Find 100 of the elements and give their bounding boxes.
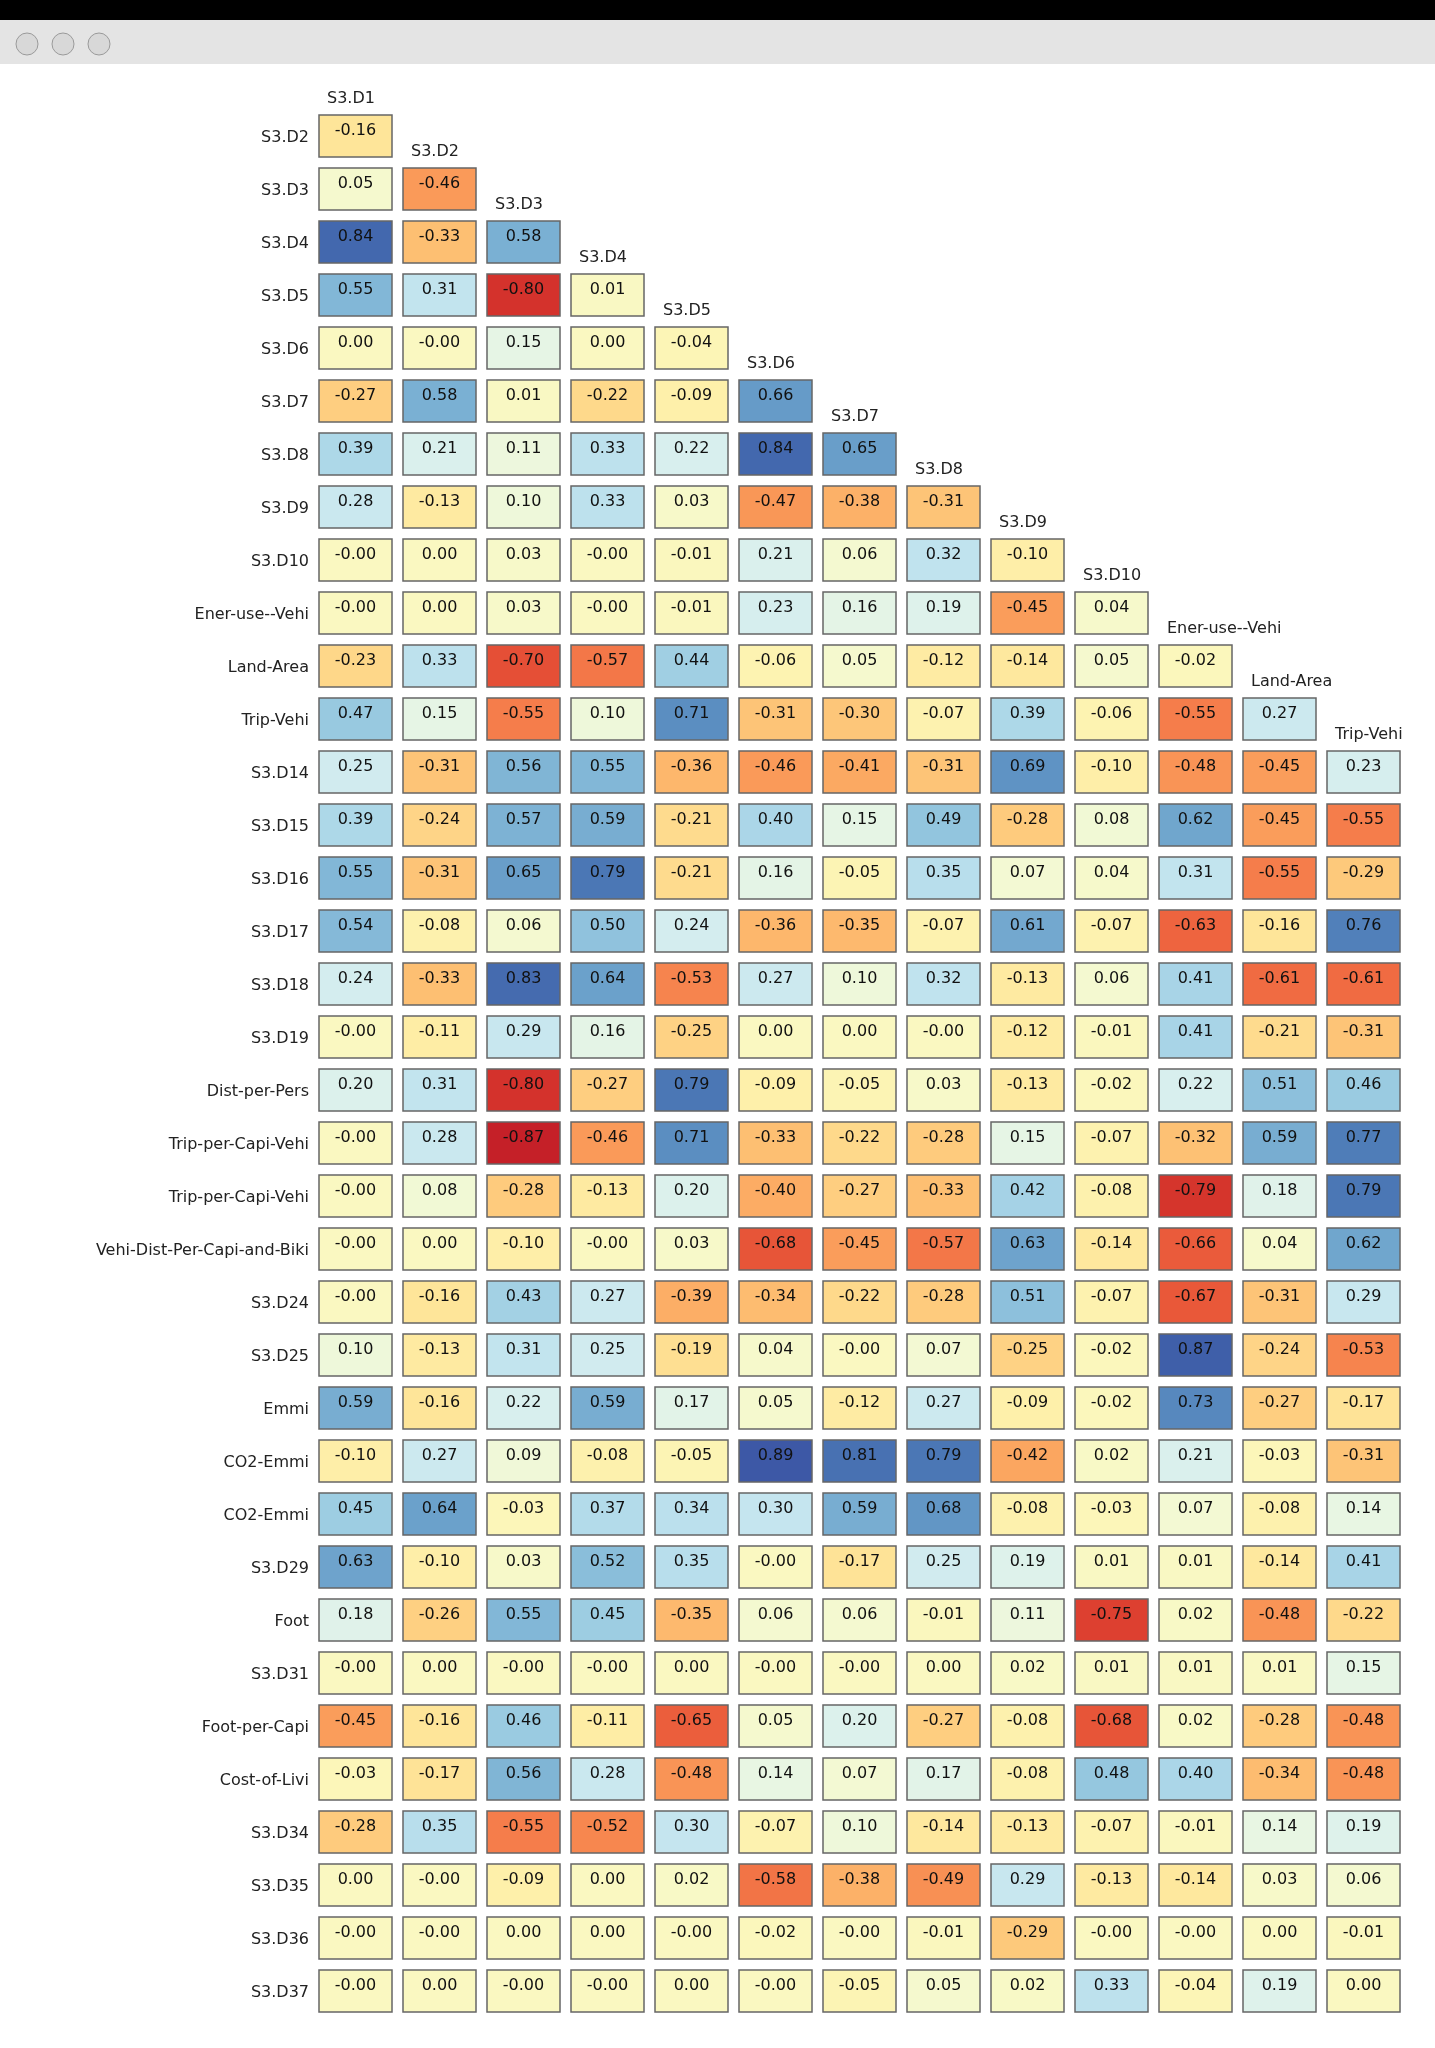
data-label: -0.34 bbox=[754, 1285, 797, 1305]
data-label: -0.27 bbox=[586, 1073, 629, 1093]
data-label: 0.09 bbox=[505, 1444, 542, 1464]
data-label: 0.10 bbox=[505, 490, 542, 510]
data-label: -0.45 bbox=[1006, 596, 1049, 616]
x-tick-label: S3.D1 bbox=[327, 88, 375, 107]
data-label: -0.00 bbox=[1090, 1921, 1133, 1941]
data-label: 0.69 bbox=[1009, 755, 1046, 775]
data-label: 0.28 bbox=[589, 1762, 626, 1782]
data-label: -0.13 bbox=[1006, 967, 1049, 987]
data-label: -0.03 bbox=[1258, 1444, 1301, 1464]
data-label: 0.77 bbox=[1345, 1126, 1382, 1146]
data-label: 0.06 bbox=[841, 543, 878, 563]
data-label: -0.35 bbox=[838, 914, 881, 934]
data-label: 0.30 bbox=[757, 1497, 794, 1517]
data-label: 0.15 bbox=[1009, 1126, 1046, 1146]
data-label: 0.05 bbox=[337, 172, 374, 192]
data-label: -0.33 bbox=[418, 225, 461, 245]
data-label: -0.68 bbox=[754, 1232, 797, 1252]
data-label: -0.35 bbox=[670, 1603, 713, 1623]
data-label: -0.00 bbox=[586, 1232, 629, 1252]
data-label: -0.41 bbox=[838, 755, 881, 775]
data-label: -0.57 bbox=[586, 649, 629, 669]
data-label: 0.06 bbox=[841, 1603, 878, 1623]
data-label: -0.12 bbox=[838, 1391, 881, 1411]
data-label: -0.02 bbox=[754, 1921, 797, 1941]
y-tick-label: CO2-Emmi bbox=[223, 1504, 309, 1524]
data-label: 0.00 bbox=[421, 543, 458, 563]
data-label: 0.35 bbox=[421, 1815, 458, 1835]
data-label: 0.30 bbox=[673, 1815, 710, 1835]
y-tick-label: S3.D34 bbox=[250, 1822, 309, 1842]
data-label: 0.04 bbox=[757, 1338, 794, 1358]
data-label: 0.00 bbox=[589, 331, 626, 351]
data-label: -0.13 bbox=[418, 1338, 461, 1358]
data-label: 0.01 bbox=[1093, 1656, 1130, 1676]
data-label: -0.00 bbox=[502, 1656, 545, 1676]
data-label: -0.00 bbox=[1174, 1921, 1217, 1941]
data-label: 0.24 bbox=[337, 967, 374, 987]
data-label: -0.55 bbox=[1258, 861, 1301, 881]
data-label: 0.33 bbox=[589, 490, 626, 510]
data-label: 0.00 bbox=[589, 1868, 626, 1888]
data-label: 0.65 bbox=[841, 437, 878, 457]
data-label: -0.13 bbox=[1006, 1815, 1049, 1835]
data-label: 0.84 bbox=[337, 225, 374, 245]
data-label: 0.49 bbox=[925, 808, 962, 828]
data-label: -0.27 bbox=[838, 1179, 881, 1199]
data-label: -0.09 bbox=[502, 1868, 545, 1888]
data-label: -0.05 bbox=[838, 861, 881, 881]
data-label: 0.00 bbox=[421, 1232, 458, 1252]
data-label: -0.45 bbox=[1258, 808, 1301, 828]
data-label: 0.79 bbox=[589, 861, 626, 881]
data-label: 0.00 bbox=[589, 1921, 626, 1941]
data-label: -0.25 bbox=[1006, 1338, 1049, 1358]
data-label: 0.02 bbox=[1009, 1656, 1046, 1676]
data-label: 0.08 bbox=[421, 1179, 458, 1199]
data-label: -0.02 bbox=[1090, 1338, 1133, 1358]
data-label: 0.41 bbox=[1345, 1550, 1382, 1570]
data-label: -0.00 bbox=[838, 1921, 881, 1941]
data-label: 0.04 bbox=[1261, 1232, 1298, 1252]
data-label: -0.11 bbox=[418, 1020, 461, 1040]
data-label: -0.13 bbox=[1006, 1073, 1049, 1093]
data-label: 0.15 bbox=[1345, 1656, 1382, 1676]
data-label: 0.45 bbox=[337, 1497, 374, 1517]
data-label: -0.00 bbox=[418, 1921, 461, 1941]
data-label: -0.31 bbox=[1342, 1020, 1385, 1040]
data-label: -0.48 bbox=[1342, 1709, 1385, 1729]
data-label: -0.22 bbox=[1342, 1603, 1385, 1623]
data-label: -0.26 bbox=[418, 1603, 461, 1623]
data-label: 0.41 bbox=[1177, 967, 1214, 987]
data-label: 0.02 bbox=[1093, 1444, 1130, 1464]
data-label: -0.16 bbox=[334, 119, 377, 139]
data-label: -0.11 bbox=[586, 1709, 629, 1729]
data-label: 0.00 bbox=[673, 1656, 710, 1676]
y-tick-label: S3.D29 bbox=[250, 1557, 309, 1577]
data-label: 0.01 bbox=[1261, 1656, 1298, 1676]
data-label: -0.01 bbox=[670, 543, 713, 563]
data-label: -0.01 bbox=[1342, 1921, 1385, 1941]
y-tick-label: Dist-per-Pers bbox=[206, 1080, 309, 1100]
data-label: -0.00 bbox=[922, 1020, 965, 1040]
data-label: -0.55 bbox=[502, 1815, 545, 1835]
data-label: 0.15 bbox=[421, 702, 458, 722]
data-label: 0.79 bbox=[673, 1073, 710, 1093]
data-label: -0.00 bbox=[334, 1921, 377, 1941]
data-label: 0.64 bbox=[589, 967, 626, 987]
data-label: -0.08 bbox=[1006, 1497, 1049, 1517]
data-label: -0.22 bbox=[586, 384, 629, 404]
data-label: -0.57 bbox=[922, 1232, 965, 1252]
data-label: 0.51 bbox=[1009, 1285, 1046, 1305]
data-label: 0.58 bbox=[421, 384, 458, 404]
y-tick-label: S3.D10 bbox=[250, 550, 309, 570]
data-label: -0.31 bbox=[754, 702, 797, 722]
data-label: -0.53 bbox=[1342, 1338, 1385, 1358]
data-label: -0.07 bbox=[922, 702, 965, 722]
data-label: -0.12 bbox=[922, 649, 965, 669]
data-label: -0.10 bbox=[334, 1444, 377, 1464]
data-label: 0.10 bbox=[337, 1338, 374, 1358]
data-label: 0.05 bbox=[757, 1709, 794, 1729]
data-label: 0.27 bbox=[1261, 702, 1298, 722]
data-label: 0.63 bbox=[337, 1550, 374, 1570]
data-label: -0.27 bbox=[334, 384, 377, 404]
